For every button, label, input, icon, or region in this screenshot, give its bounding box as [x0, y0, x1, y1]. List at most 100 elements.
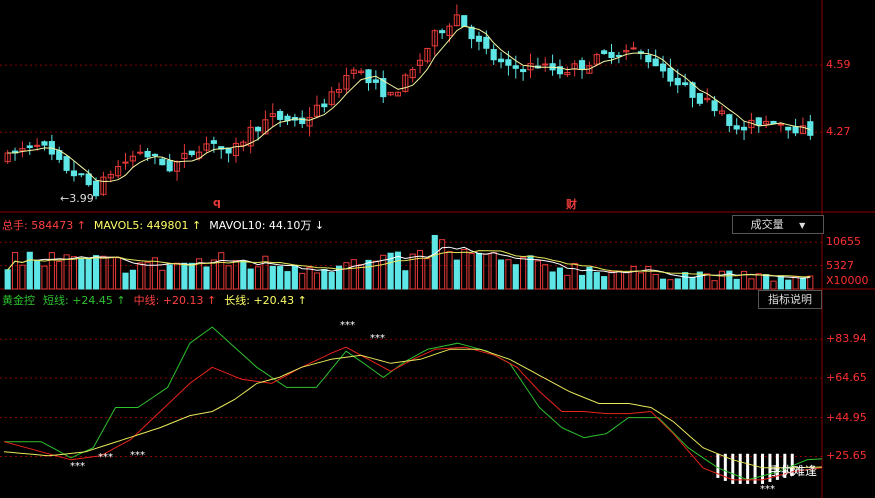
candle-body	[682, 82, 689, 86]
volume-bar	[505, 259, 512, 290]
volume-bar	[284, 271, 291, 290]
volume-bar	[740, 270, 748, 290]
indicator-header-value: 中线: +20.13 ↑	[133, 294, 217, 307]
indicator-header: 黄金控 短线: +24.45 ↑ 中线: +20.13 ↑ 长线: +20.43 ↑	[2, 292, 315, 308]
volume-bar	[704, 273, 711, 290]
volume-bar	[556, 267, 564, 290]
candle-body	[755, 117, 762, 126]
volume-bar	[4, 269, 11, 290]
candle-body	[409, 69, 416, 79]
event-mark-q[interactable]: q	[213, 196, 221, 209]
volume-header-value: MAVOL5: 449801 ↑	[93, 219, 202, 232]
candle-body	[100, 176, 107, 195]
volume-bar	[637, 272, 645, 290]
candle-body	[129, 155, 136, 162]
candle-body	[254, 126, 262, 132]
candle-body	[277, 111, 284, 120]
volume-bar	[262, 255, 269, 290]
volume-bar	[770, 280, 777, 290]
candle-body	[483, 36, 490, 49]
candle-body	[792, 126, 799, 134]
star-signal: ***	[340, 320, 355, 331]
volume-bar	[689, 276, 696, 290]
candle-body	[497, 58, 505, 63]
mid-line	[3, 346, 823, 481]
volume-bar	[277, 266, 284, 290]
volume-bar	[107, 256, 114, 290]
volume-bar	[564, 274, 571, 290]
volume-bar	[254, 266, 262, 290]
volume-bar	[623, 271, 630, 290]
volume-bar	[520, 256, 527, 290]
star-signal: ***	[130, 450, 145, 461]
candle-body	[159, 158, 166, 166]
volume-bar	[159, 269, 166, 290]
indicator-help-button[interactable]: 指标说明	[758, 290, 822, 309]
volume-bar	[527, 255, 534, 290]
star-signal: ***	[98, 452, 113, 463]
candle-body	[667, 67, 674, 82]
candle-body	[63, 156, 70, 171]
low-marker-arrow: ←	[60, 192, 70, 205]
candle-body	[512, 65, 519, 69]
event-mark-cai[interactable]: 财	[566, 198, 577, 211]
candle-body	[446, 25, 453, 36]
candle-body	[85, 173, 92, 186]
signal-stripe	[723, 453, 727, 481]
volume-ma-lines	[7, 246, 811, 279]
candle-body	[41, 141, 48, 146]
candle-body	[26, 145, 33, 149]
candle-body	[218, 146, 225, 150]
volume-bar	[682, 272, 689, 290]
candle-body	[232, 142, 240, 157]
volume-bar	[424, 258, 431, 290]
volume-bar	[534, 260, 541, 290]
volume-bar	[365, 259, 372, 290]
volume-bar	[41, 265, 48, 290]
volume-bar	[777, 275, 784, 290]
candle-body	[431, 30, 438, 47]
volume-bar	[92, 255, 100, 290]
candle-body	[520, 69, 527, 73]
volume-bar	[416, 249, 424, 290]
volume-bar	[78, 258, 85, 290]
indicator-dropdown[interactable]: 成交量 ▼	[732, 215, 824, 234]
candle-body	[549, 63, 556, 71]
volume-bar	[240, 260, 247, 290]
star-signal: ***	[70, 461, 85, 472]
volume-bar	[733, 278, 740, 290]
volume-bar	[151, 257, 159, 290]
volume-bar	[718, 270, 726, 290]
indicator-header-value: 短线: +24.45 ↑	[43, 294, 126, 307]
candle-body	[763, 120, 770, 125]
candle-body	[92, 180, 100, 197]
volume-bar	[210, 259, 217, 290]
signal-stripe	[761, 453, 765, 484]
volume-unit-label: X10000	[826, 274, 869, 287]
volume-bar	[144, 261, 151, 290]
candle-body	[115, 166, 122, 177]
candle-body	[262, 119, 269, 135]
volume-bar	[711, 280, 718, 290]
volume-bar	[313, 272, 321, 290]
candle-body	[424, 47, 431, 62]
price-tick-label: 4.27	[826, 125, 851, 139]
volume-bar	[667, 279, 674, 290]
candlestick-series	[4, 4, 814, 200]
volume-bar	[461, 248, 468, 290]
price-tick-label: 4.59	[826, 58, 851, 72]
candle-body	[601, 50, 608, 55]
candle-body	[107, 173, 114, 179]
candle-body	[461, 15, 468, 27]
volume-bar	[409, 253, 416, 290]
candle-body	[674, 77, 681, 86]
volume-bar	[696, 271, 703, 290]
volume-bar	[173, 262, 181, 290]
long-line	[3, 348, 823, 469]
volume-bar	[446, 251, 453, 290]
candle-body	[564, 72, 571, 76]
signal-stripe	[790, 453, 794, 476]
volume-tick-label: 5327	[826, 258, 854, 272]
candle-body	[365, 69, 372, 84]
volume-bar	[196, 258, 203, 290]
